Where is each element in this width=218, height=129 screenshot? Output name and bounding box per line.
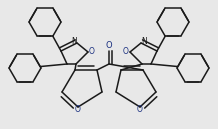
Text: N: N: [141, 38, 147, 46]
Text: O: O: [89, 47, 95, 57]
Text: O: O: [75, 106, 81, 115]
Text: O: O: [137, 106, 143, 115]
Text: O: O: [123, 47, 129, 57]
Text: N: N: [71, 38, 77, 46]
Text: O: O: [106, 42, 112, 50]
